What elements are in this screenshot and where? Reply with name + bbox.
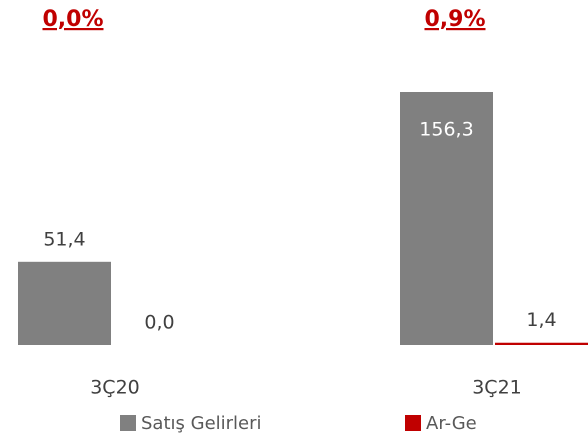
- bar: [495, 342, 588, 345]
- legend-label: Satış Gelirleri: [141, 413, 262, 434]
- legend-swatch: [405, 415, 421, 431]
- x-tick-label: 3Ç20: [90, 377, 140, 399]
- bar: [400, 92, 493, 345]
- x-tick-label: 3Ç21: [472, 377, 522, 399]
- annotation: 0,9%: [424, 7, 485, 32]
- value-label: 1,4: [526, 309, 556, 331]
- legend-swatch: [120, 415, 136, 431]
- bar: [18, 261, 111, 345]
- value-label: 156,3: [419, 119, 473, 141]
- legend-label: Ar-Ge: [426, 413, 477, 434]
- value-label: 51,4: [43, 228, 85, 250]
- annotation: 0,0%: [42, 7, 103, 32]
- value-label: 0,0: [144, 312, 174, 334]
